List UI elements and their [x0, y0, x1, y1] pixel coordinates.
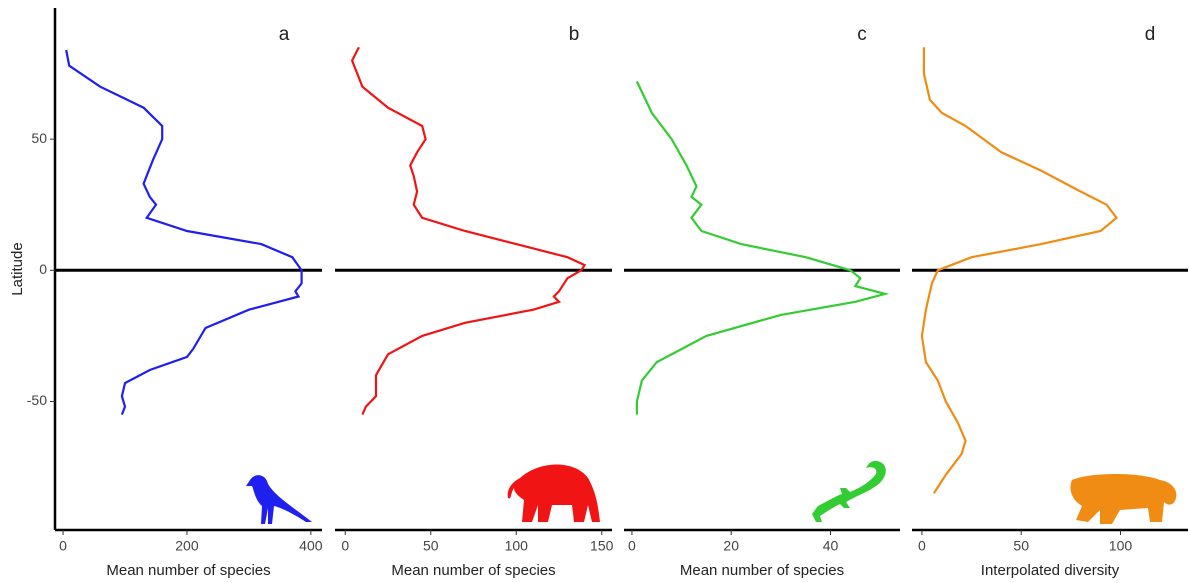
x-tick-label: 0: [341, 538, 349, 554]
x-axis-label: Mean number of species: [391, 562, 555, 579]
chart: -50050Latitude0200400Mean number of spec…: [0, 0, 1190, 583]
data-line: [637, 81, 885, 414]
x-tick-label: 40: [823, 538, 839, 554]
x-tick-label: 100: [505, 538, 529, 554]
x-tick-label: 0: [59, 538, 67, 554]
mammal-icon: [1070, 474, 1176, 524]
x-tick-label: 150: [590, 538, 614, 554]
bird-icon: [246, 475, 312, 524]
x-tick-label: 100: [1109, 538, 1133, 554]
lizard-icon: [812, 461, 886, 522]
panel-label: c: [857, 24, 867, 45]
x-tick-label: 20: [723, 538, 739, 554]
x-tick-label: 200: [175, 538, 199, 554]
y-axis-label: Latitude: [9, 242, 26, 295]
x-axis-label: Interpolated diversity: [981, 562, 1120, 579]
x-tick-label: 50: [1013, 538, 1029, 554]
panel-label: d: [1145, 24, 1156, 45]
y-tick-label: 0: [39, 261, 47, 277]
x-axis-label: Mean number of species: [680, 562, 844, 579]
x-tick-label: 0: [918, 538, 926, 554]
y-tick-label: -50: [27, 392, 47, 408]
x-tick-label: 50: [423, 538, 439, 554]
x-tick-label: 400: [299, 538, 323, 554]
x-axis-label: Mean number of species: [106, 562, 270, 579]
x-tick-label: 0: [628, 538, 636, 554]
panel-label: a: [279, 24, 290, 45]
data-line: [352, 47, 584, 414]
y-tick-label: 50: [31, 130, 47, 146]
data-line: [66, 50, 301, 415]
panel-label: b: [569, 24, 580, 45]
elephant-icon: [508, 465, 600, 523]
